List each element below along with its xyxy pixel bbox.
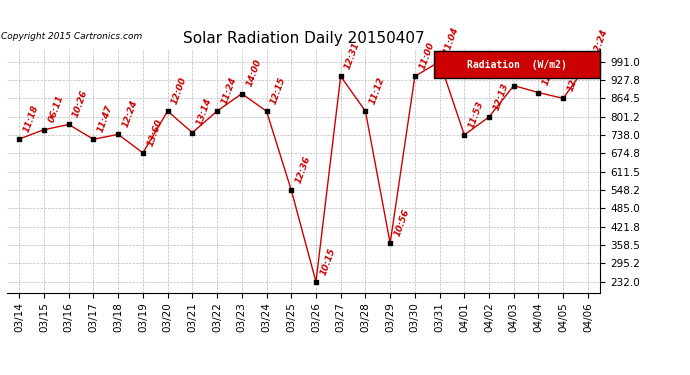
Point (187, 130, 198, 136)
Text: Copyright 2015 Cartronics.com: Copyright 2015 Cartronics.com (1, 32, 142, 41)
FancyBboxPatch shape (434, 51, 600, 78)
Text: 11:04: 11:04 (442, 26, 461, 56)
Text: 11:00: 11:00 (417, 41, 436, 71)
Point (88, 136, 99, 142)
Text: 12:08: 12:08 (566, 63, 584, 93)
Point (39, 127, 50, 133)
Point (310, 279, 322, 285)
Text: 12:00: 12:00 (170, 76, 188, 106)
Text: 06:11: 06:11 (47, 94, 65, 124)
Point (162, 108, 173, 114)
Point (335, 74, 346, 80)
Text: 10:56: 10:56 (393, 208, 411, 238)
Text: 12:15: 12:15 (269, 76, 288, 106)
Point (558, 95, 569, 101)
Text: Radiation  (W/m2): Radiation (W/m2) (467, 60, 567, 70)
Text: 11:53: 11:53 (467, 99, 485, 129)
Text: 13:14: 13:14 (195, 97, 213, 127)
Point (236, 91, 247, 97)
Point (137, 150, 148, 156)
Text: 12:31: 12:31 (344, 41, 362, 71)
Text: 11:47: 11:47 (96, 104, 115, 134)
Title: Solar Radiation Daily 20150407: Solar Radiation Daily 20150407 (183, 31, 424, 46)
Point (409, 74, 420, 80)
Point (582, 60, 593, 66)
Point (509, 82, 520, 88)
Point (261, 108, 272, 114)
Point (63, 122, 75, 128)
Text: 10:26: 10:26 (72, 89, 90, 119)
Text: 11:24: 11:24 (220, 76, 238, 106)
Text: 10:15: 10:15 (319, 246, 337, 276)
Text: 11:54: 11:54 (517, 50, 535, 80)
Point (484, 114, 495, 120)
Point (112, 131, 124, 137)
Point (286, 187, 297, 193)
Text: 12:56: 12:56 (541, 57, 560, 87)
Text: 11:18: 11:18 (22, 104, 40, 134)
Point (14, 136, 25, 142)
Text: 12:13: 12:13 (492, 81, 510, 111)
Point (384, 240, 395, 246)
Text: 12:24: 12:24 (121, 99, 139, 129)
Point (360, 108, 371, 114)
Point (459, 132, 470, 138)
Point (212, 108, 223, 114)
Text: 12:24: 12:24 (591, 28, 609, 58)
Text: 12:36: 12:36 (294, 154, 313, 184)
Point (434, 58, 445, 64)
Text: 13:60: 13:60 (146, 117, 164, 147)
Text: 14:00: 14:00 (244, 58, 263, 88)
Text: 11:12: 11:12 (368, 76, 386, 106)
Point (533, 90, 544, 96)
